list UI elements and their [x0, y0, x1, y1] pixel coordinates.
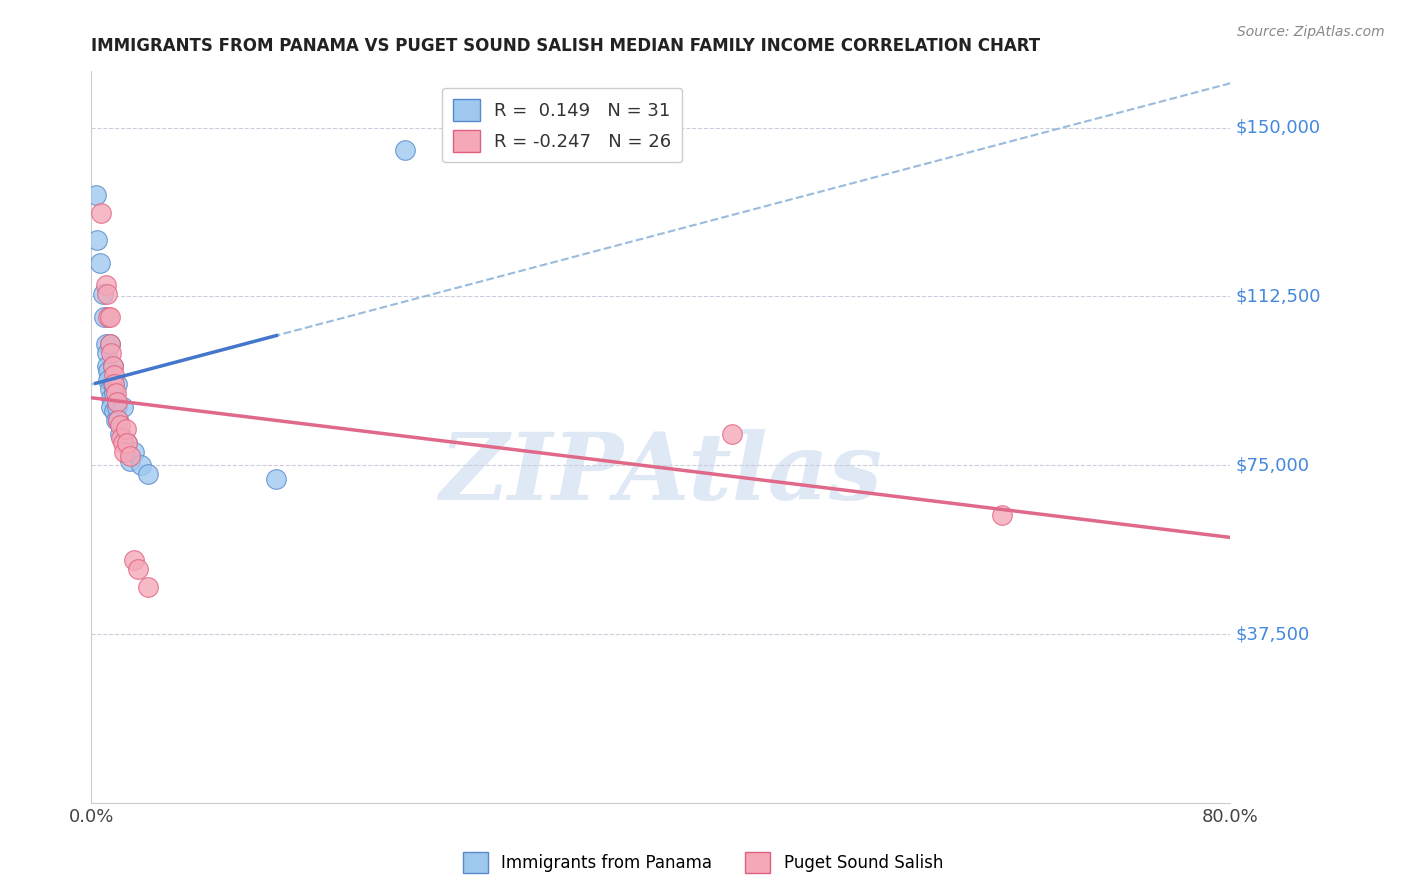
Point	[101, 359, 124, 374]
Point	[721, 426, 744, 441]
Point	[86, 233, 108, 247]
Point	[107, 413, 129, 427]
Point	[127, 562, 149, 576]
Text: $112,500: $112,500	[1236, 287, 1322, 305]
Point	[105, 395, 128, 409]
Point	[98, 310, 121, 324]
Point	[103, 377, 125, 392]
Point	[97, 364, 120, 378]
Point	[100, 345, 122, 359]
Point	[97, 310, 120, 324]
Point	[394, 143, 416, 157]
Point	[122, 553, 145, 567]
Legend: Immigrants from Panama, Puget Sound Salish: Immigrants from Panama, Puget Sound Sali…	[456, 846, 950, 880]
Point	[98, 336, 121, 351]
Point	[108, 417, 131, 432]
Text: $75,000: $75,000	[1236, 456, 1310, 475]
Point	[84, 188, 107, 202]
Point	[118, 449, 141, 463]
Legend: R =  0.149   N = 31, R = -0.247   N = 26: R = 0.149 N = 31, R = -0.247 N = 26	[441, 87, 682, 162]
Point	[112, 444, 135, 458]
Point	[991, 508, 1014, 522]
Point	[98, 336, 121, 351]
Text: $150,000: $150,000	[1236, 119, 1322, 136]
Text: $37,500: $37,500	[1236, 625, 1310, 643]
Point	[104, 386, 127, 401]
Point	[101, 377, 124, 392]
Point	[266, 472, 288, 486]
Point	[100, 400, 122, 414]
Point	[90, 206, 112, 220]
Point	[115, 435, 138, 450]
Point	[103, 404, 125, 418]
Point	[93, 310, 115, 324]
Point	[108, 426, 131, 441]
Point	[98, 382, 121, 396]
Point	[105, 400, 128, 414]
Point	[89, 255, 111, 269]
Point	[94, 336, 117, 351]
Point	[101, 359, 124, 374]
Point	[111, 400, 134, 414]
Text: IMMIGRANTS FROM PANAMA VS PUGET SOUND SALISH MEDIAN FAMILY INCOME CORRELATION CH: IMMIGRANTS FROM PANAMA VS PUGET SOUND SA…	[91, 37, 1040, 54]
Point	[111, 435, 134, 450]
Point	[104, 413, 127, 427]
Point	[100, 391, 122, 405]
Point	[138, 467, 160, 482]
Point	[122, 444, 145, 458]
Point	[96, 345, 118, 359]
Point	[129, 458, 152, 473]
Point	[91, 287, 114, 301]
Point	[96, 359, 118, 374]
Point	[105, 377, 128, 392]
Point	[103, 386, 125, 401]
Point	[97, 373, 120, 387]
Point	[118, 453, 141, 467]
Point	[138, 580, 160, 594]
Point	[107, 413, 129, 427]
Text: ZIPAtlas: ZIPAtlas	[439, 429, 883, 518]
Point	[94, 278, 117, 293]
Point	[115, 435, 138, 450]
Point	[103, 368, 125, 383]
Point	[114, 422, 136, 436]
Point	[110, 431, 132, 445]
Text: Source: ZipAtlas.com: Source: ZipAtlas.com	[1237, 25, 1385, 39]
Point	[96, 287, 118, 301]
